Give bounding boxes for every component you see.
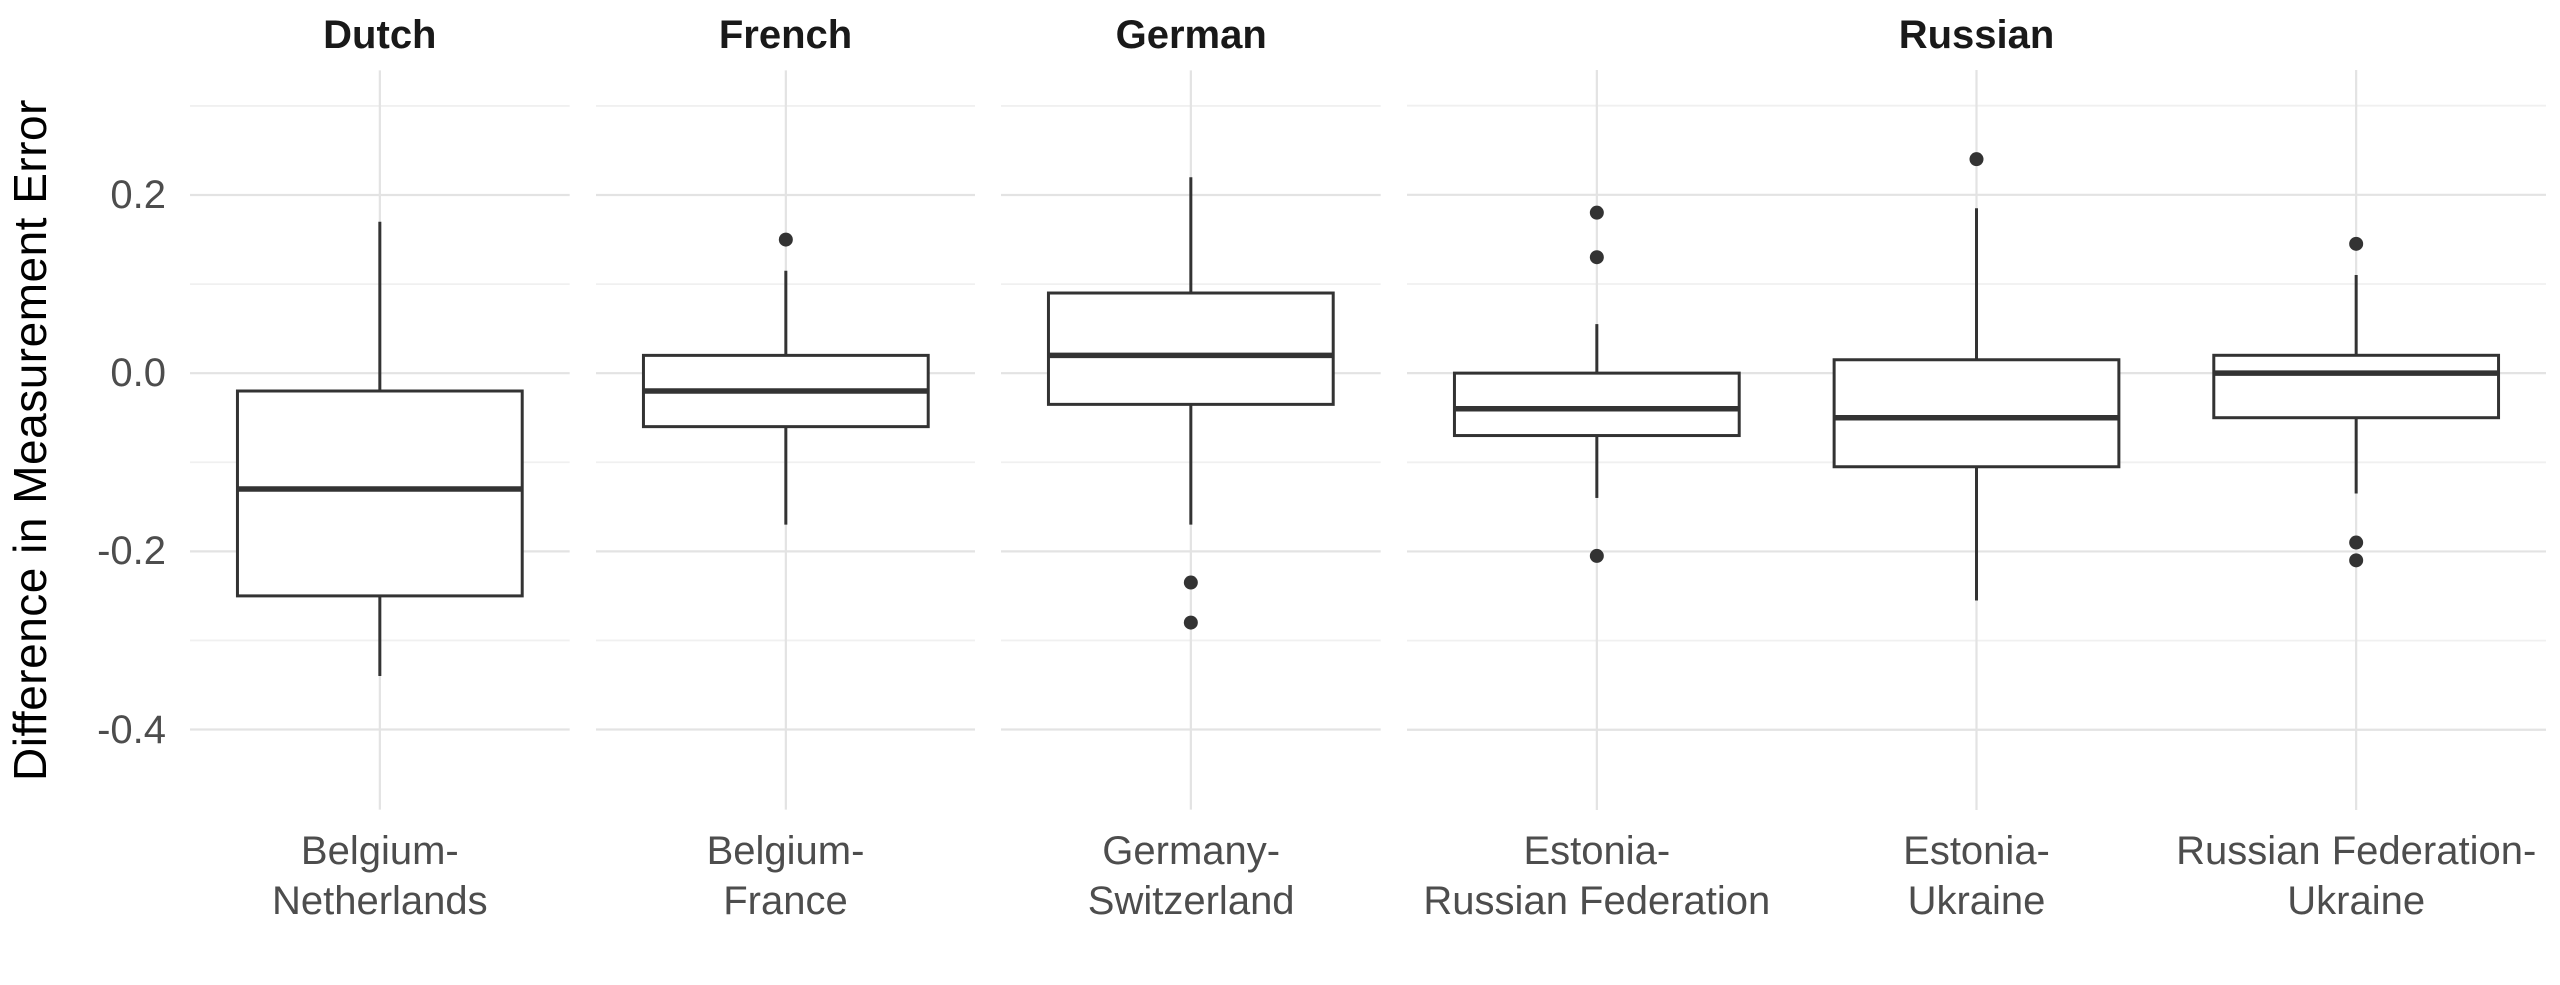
facet-plot-area [1407,70,2547,810]
facet-title: German [1115,13,1267,57]
facet-plot-area [595,70,976,810]
facet-title: Dutch [323,13,437,57]
x-axis-labels: Belgium- France [596,810,976,985]
x-axis-labels: Germany- Switzerland [1001,810,1381,985]
facet-title: Russian [1898,13,2055,57]
x-axis-labels: Belgium- Netherlands [190,810,570,985]
facet-panels-row: Dutch Belgium- Netherlands French Belgium- Fr… [190,0,2547,985]
y-axis-title: Difference in Measurement Error [4,99,56,781]
x-axis-label: Belgium- France [706,829,865,923]
y-axis-tick-label: 0.0 [110,351,166,396]
x-axis-label: Estonia- Russian Federation [1423,829,1771,923]
facet-panel-french: French Belgium- France [595,0,976,985]
x-axis-label: Belgium- Netherlands [271,829,488,923]
x-axis-label: Germany- Switzerland [1087,829,1295,923]
y-axis-tick-label: 0.2 [110,172,166,217]
facet-title: French [718,13,853,57]
x-axis-label: Russian Federation- Ukraine [2176,829,2537,923]
y-axis-tick-label: -0.4 [97,707,166,752]
facet-plot-area [1001,70,1382,810]
y-axis-tick-label: -0.2 [97,529,166,574]
y-axis-tick-labels: 0.2 0.0 -0.2 -0.4 [64,0,186,985]
facet-panel-german: German Germany- Switzerland [1001,0,1382,985]
facet-plot-area [190,70,570,810]
facet-panel-russian: Russian Estonia- Russian Federation Estonia… [1407,0,2547,985]
x-axis-labels: Estonia- Russian Federation Estonia- Ukrain… [1407,810,2546,985]
x-axis-label: Estonia- Ukraine [1903,829,2050,923]
y-axis-title-column: Difference in Measurement Error [0,0,64,985]
facet-panel-dutch: Dutch Belgium- Netherlands [190,0,570,985]
